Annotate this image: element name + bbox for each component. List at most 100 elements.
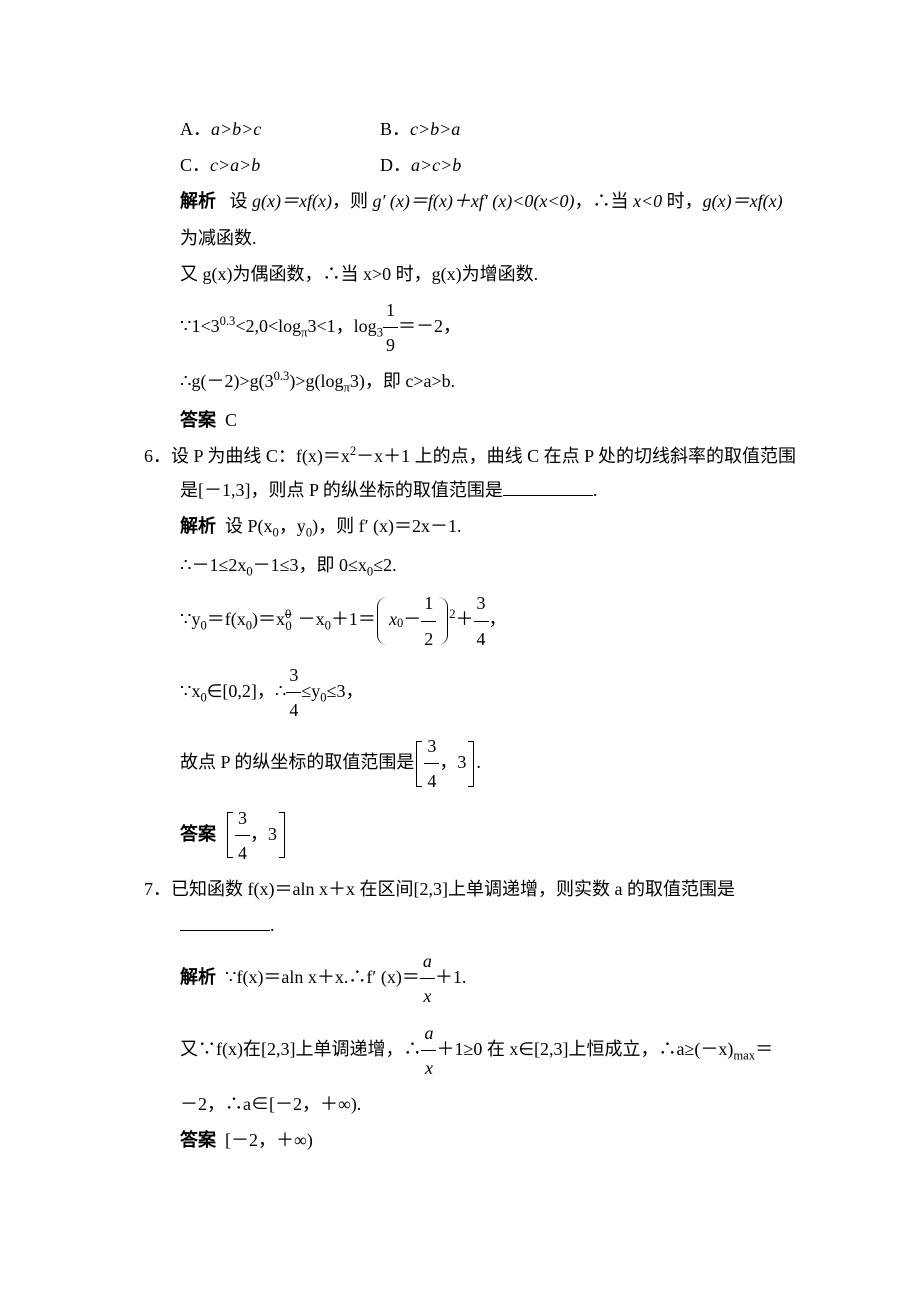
- s: max: [733, 1048, 755, 1062]
- t: ∵f(x)＝aln x＋x.∴f′ (x)＝: [225, 967, 420, 987]
- solution-label: 解析: [180, 516, 216, 536]
- d: x: [420, 978, 435, 1013]
- solution-label: 解析: [180, 191, 216, 211]
- frac: ax: [421, 1016, 436, 1085]
- q6-solution-1: 解析 设 P(x0，y0)，则 f′ (x)＝2x－1.: [120, 509, 800, 546]
- t: ≤2.: [373, 555, 396, 575]
- d: 4: [424, 763, 439, 798]
- rparen-icon: [437, 597, 448, 645]
- t: )＝x: [252, 609, 285, 629]
- m: g′ (x)＝f(x)＋xf′ (x)<0(x<0): [372, 191, 574, 211]
- q5-option-D: D．a>c>b: [380, 148, 580, 182]
- t: ∈[0,2]，∴: [207, 681, 287, 701]
- q7-stem: 7．已知函数 f(x)＝aln x＋x 在区间[2,3]上单调递增，则实数 a …: [120, 872, 800, 906]
- n: 1: [383, 293, 398, 327]
- frac: 12: [421, 586, 436, 655]
- s: 0: [285, 619, 291, 633]
- d: 9: [383, 327, 398, 362]
- t: 又∵f(x)在[2,3]上单调递增，∴: [180, 1038, 421, 1058]
- t: 为减函数.: [180, 228, 257, 248]
- t: 又 g(x)为偶函数，∴当 x>0 时，g(x)为增函数.: [180, 264, 538, 284]
- n: 3: [424, 729, 439, 763]
- minus: －: [403, 609, 421, 629]
- t: ≤3，: [327, 681, 364, 701]
- q7-solution-1: 解析 ∵f(x)＝aln x＋x.∴f′ (x)＝ax＋1.: [120, 944, 800, 1013]
- t: 3: [457, 752, 466, 772]
- t: ≤y: [301, 681, 320, 701]
- t: 故点 P 的纵坐标的取值范围是: [180, 752, 414, 772]
- opt-label: C．: [180, 155, 210, 175]
- q7-solution-3: －2，∴a∈[－2，＋∞).: [120, 1087, 800, 1121]
- e: 0.3: [220, 314, 236, 328]
- n: 3: [474, 586, 489, 620]
- qnum: 7．: [144, 879, 171, 899]
- t: ＋1≥0 在 x∈[2,3]上恒成立，∴a≥(－x): [436, 1038, 733, 1058]
- answer-label: 答案: [180, 823, 216, 843]
- q6-solution-5: 故点 P 的纵坐标的取值范围是 34，3.: [120, 729, 800, 798]
- n: 1: [421, 586, 436, 620]
- t: ，则: [332, 191, 373, 211]
- answer-value: C: [225, 410, 237, 430]
- frac: 34: [424, 729, 439, 798]
- q5-option-C: C．c>a>b: [180, 148, 380, 182]
- t: x: [389, 609, 397, 629]
- t: 3<1，log: [308, 316, 377, 336]
- q5-options-row1: A．a>b>c B．c>b>a: [120, 112, 800, 146]
- t: 时，: [662, 191, 703, 211]
- lparen-icon: [377, 597, 388, 645]
- t: ∵y: [180, 609, 200, 629]
- d: 2: [421, 621, 436, 656]
- qnum: 6．: [144, 446, 171, 466]
- t: .: [476, 752, 481, 772]
- q6-stem: 6．设 P 为曲线 C：f(x)＝x2－x＋1 上的点，曲线 C 在点 P 处的…: [120, 439, 800, 507]
- lbracket-icon: [227, 812, 233, 858]
- frac: 34: [474, 586, 489, 655]
- q7-answer: 答案 [－2，＋∞): [120, 1123, 800, 1157]
- s: 0: [397, 616, 403, 630]
- t: 3: [268, 823, 277, 843]
- q7-solution-2: 又∵f(x)在[2,3]上单调递增，∴ax＋1≥0 在 x∈[2,3]上恒成立，…: [120, 1016, 800, 1085]
- q6-solution-3: ∵y0＝f(x0)＝x00－x0＋1＝x0－122＋34，: [120, 586, 800, 655]
- n: 3: [286, 658, 301, 692]
- t: ∵x: [180, 681, 200, 701]
- answer-value: [－2，＋∞): [225, 1130, 313, 1150]
- rbracket-icon: [279, 812, 285, 858]
- opt-text: a>b>c: [211, 119, 261, 139]
- t: )，则 f′ (x)＝2x－1.: [312, 516, 461, 536]
- t: －1≤3，即 0≤x: [253, 555, 367, 575]
- t: ，∴当: [575, 191, 634, 211]
- frac: 19: [383, 293, 398, 362]
- m: g(x)＝xf(x): [252, 191, 332, 211]
- q6-solution-4: ∵x0∈[0,2]，∴34≤y0≤3，: [120, 658, 800, 727]
- opt-text: c>a>b: [210, 155, 260, 175]
- t: －x: [298, 609, 325, 629]
- q5-answer: 答案 C: [120, 403, 800, 437]
- t: .: [593, 480, 598, 500]
- t: .: [270, 915, 275, 935]
- t: 已知函数 f(x)＝aln x＋x 在区间[2,3]上单调递增，则实数 a 的取…: [171, 879, 735, 899]
- answer-label: 答案: [180, 410, 216, 430]
- solution-label: 解析: [180, 967, 216, 987]
- t: ∴g(－2)>g(3: [180, 371, 274, 391]
- rbracket-icon: [468, 741, 474, 787]
- t: ，y: [279, 516, 306, 536]
- frac: ax: [420, 944, 435, 1013]
- t: 设: [230, 191, 253, 211]
- q6-answer: 答案 34，3: [120, 801, 800, 870]
- d: 4: [474, 621, 489, 656]
- t: ，: [439, 752, 457, 772]
- m: x<0: [633, 191, 662, 211]
- t: ，: [250, 823, 268, 843]
- t: ＝: [755, 1038, 773, 1058]
- q5-solution-1: 解析 设 g(x)＝xf(x)，则 g′ (x)＝f(x)＋xf′ (x)<0(…: [120, 184, 800, 218]
- q5-solution-3: ∵1<30.3<2,0<logπ3<1，log319＝－2，: [120, 293, 800, 362]
- e: 0.3: [274, 369, 290, 383]
- t: 3)，即 c>a>b.: [350, 371, 455, 391]
- n: a: [420, 944, 435, 978]
- opt-text: c>b>a: [410, 119, 460, 139]
- opt-label: A．: [180, 119, 211, 139]
- blank: [503, 477, 593, 496]
- t: ∴－1≤2x: [180, 555, 246, 575]
- q5-solution-1b: 为减函数.: [120, 221, 800, 255]
- t: 设 P 为曲线 C：f(x)＝x: [171, 446, 350, 466]
